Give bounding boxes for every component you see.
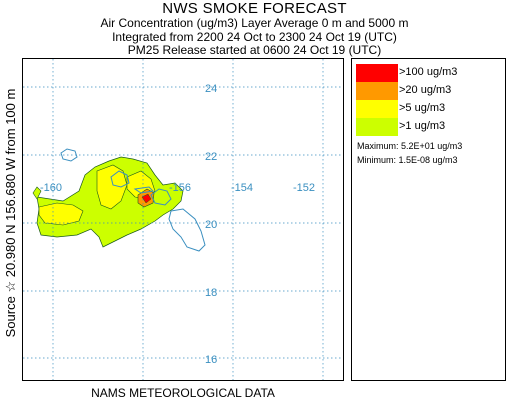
source-location-label: Source ☆ 20.980 N 156.680 W from 100 m	[3, 88, 18, 338]
minimum-value: Minimum: 1.5E-08 ug/m3	[357, 155, 458, 165]
island-maui	[150, 188, 172, 206]
island-hawaii	[168, 208, 206, 252]
lon-label-154: -154	[231, 182, 253, 194]
legend-item-1: >1 ug/m3	[356, 118, 502, 136]
plume-level-5	[96, 164, 128, 210]
concentration-subtitle: Air Concentration (ug/m3) Layer Average …	[100, 16, 409, 30]
meteorological-data-footer: NAMS METEOROLOGICAL DATA	[91, 386, 275, 400]
legend-label-5: >5 ug/m3	[399, 102, 446, 114]
legend-swatch-5	[356, 100, 398, 118]
release-start: PM25 Release started at 0600 24 Oct 19 (…	[127, 43, 382, 57]
lat-label-22: 22	[205, 151, 217, 163]
lat-label-20: 20	[205, 219, 217, 231]
coastlines	[60, 148, 206, 252]
island-oahu	[110, 170, 130, 188]
legend-swatch-1	[356, 118, 398, 136]
legend-label-1: >1 ug/m3	[399, 120, 446, 132]
plume-fringe-west	[32, 186, 42, 200]
legend-label-20: >20 ug/m3	[399, 84, 452, 96]
legend-item-100: >100 ug/m3	[356, 64, 502, 82]
legend-item-5: >5 ug/m3	[356, 100, 502, 118]
smoke-plume	[32, 156, 184, 248]
graticule	[23, 59, 343, 380]
legend-panel: >100 ug/m3 >20 ug/m3 >5 ug/m3 >1 ug/m3 M…	[351, 58, 506, 381]
maximum-value: Maximum: 5.2E+01 ug/m3	[357, 141, 463, 151]
lat-label-24: 24	[205, 83, 217, 95]
lat-label-16: 16	[205, 354, 217, 366]
legend-swatch-20	[356, 82, 398, 100]
plume-level-5-c	[38, 202, 84, 226]
lon-label-156: -156	[169, 182, 191, 194]
legend-item-20: >20 ug/m3	[356, 82, 502, 100]
island-kauai	[60, 148, 78, 162]
chart-title: NWS SMOKE FORECAST	[162, 0, 347, 17]
lat-label-18: 18	[205, 287, 217, 299]
legend-label-100: >100 ug/m3	[399, 66, 458, 78]
map-panel[interactable]: 24 22 20 18 16 -160 -156 -154 -152	[22, 58, 344, 381]
lon-label-160: -160	[40, 182, 62, 194]
integration-period: Integrated from 2200 24 Oct to 2300 24 O…	[112, 30, 397, 44]
map-canvas: 24 22 20 18 16 -160 -156 -154 -152	[23, 59, 343, 380]
lon-label-152: -152	[293, 182, 315, 194]
island-molokai	[133, 186, 155, 194]
plume-level-100	[141, 193, 152, 204]
legend-swatch-100	[356, 64, 398, 82]
